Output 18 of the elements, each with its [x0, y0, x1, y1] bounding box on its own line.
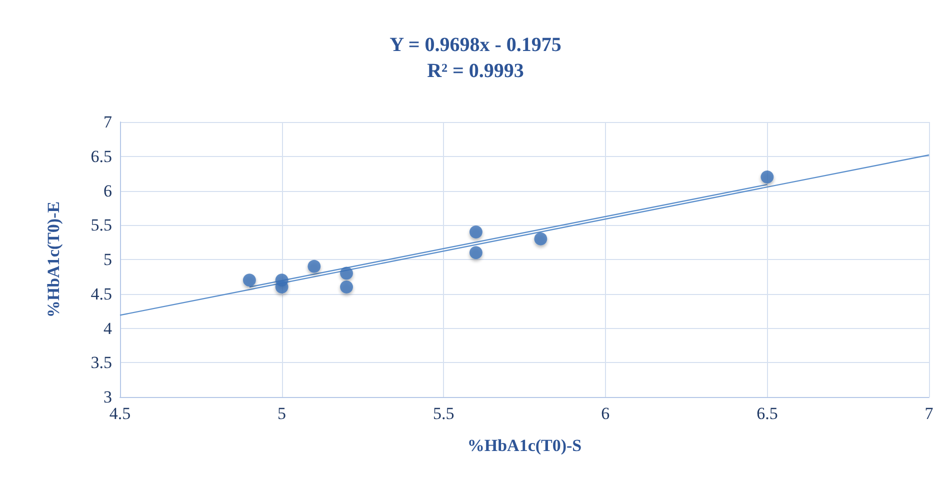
y-tick-label: 4.5 — [90, 284, 112, 304]
x-tick-label: 5 — [278, 404, 286, 423]
y-tick-label: 5.5 — [90, 216, 112, 235]
x-tick-label: 6.5 — [756, 404, 778, 423]
chart-subtitle: R² = 0.9993 — [427, 60, 524, 82]
y-tick-label: 7 — [104, 112, 112, 132]
x-tick-label: 5.5 — [432, 404, 454, 423]
y-axis-title: %HbA1c(T0)-E — [44, 201, 63, 318]
y-tick-label: 6 — [104, 181, 112, 200]
chart-title: Y = 0.9698x - 0.1975 — [390, 34, 562, 56]
x-tick-label: 7 — [924, 404, 934, 423]
y-tick-label: 4 — [104, 318, 112, 338]
x-axis-title: %HbA1c(T0)-S — [467, 436, 582, 455]
y-tick-label: 6.5 — [90, 146, 112, 166]
y-tick-label: 3.5 — [90, 353, 112, 372]
y-tick-label: 5 — [104, 250, 112, 269]
y-tick-label: 3 — [104, 388, 112, 406]
x-tick-label: 6 — [601, 404, 610, 423]
